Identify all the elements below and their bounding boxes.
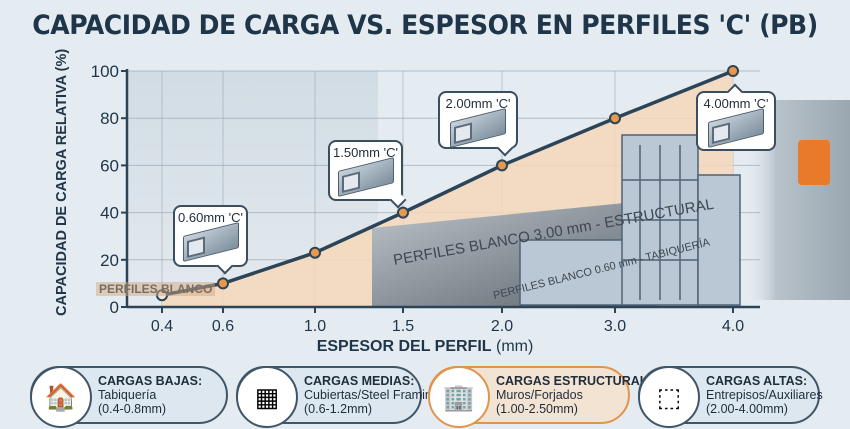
roof-solar-icon: ▦: [236, 366, 298, 428]
y-tick-label: 100: [91, 62, 119, 81]
c-profile-icon: [450, 108, 506, 148]
mezzanine-icon: ⬚: [638, 366, 700, 428]
card-range: (1.00-2.50mm): [496, 402, 578, 416]
callout-label: 2.00mm 'C': [445, 96, 511, 111]
data-point: [496, 159, 508, 172]
y-axis-label: CAPACIDAD DE CARGA RELATIVA (%): [54, 48, 70, 316]
legend-card-medium: ▦ CARGAS MEDIAS: Cubiertas/Steel Framing(…: [236, 366, 439, 428]
c-profile-icon: [182, 222, 239, 262]
x-tick-label: 2.0: [491, 318, 513, 335]
x-axis-unit: (mm): [496, 338, 534, 355]
callout-4-00mm: 4.00mm 'C': [696, 83, 776, 151]
building-frame-icon: 🏢: [428, 366, 490, 428]
y-tick-label: 40: [100, 204, 119, 223]
data-point: [217, 277, 229, 290]
card-range: (2.00-4.00mm): [706, 402, 788, 416]
brand-logo: PERFILES BLANCO: [96, 282, 216, 296]
callout-label: 4.00mm 'C': [703, 96, 769, 111]
legend-card-high: ⬚ CARGAS ALTAS: Entrepisos/Auxiliares (2.0…: [638, 366, 823, 428]
worker-figure: [798, 140, 830, 185]
card-title: CARGAS ESTRUCTURALES:: [496, 374, 669, 388]
card-range: (0.6-1.2mm): [304, 402, 373, 416]
card-title: CARGAS ALTAS:: [706, 374, 808, 388]
card-use: Tabiquería: [98, 388, 157, 402]
callout-0-60mm: 0.60mm 'C': [173, 205, 248, 275]
card-use: Muros/Forjados: [496, 388, 583, 402]
x-tick-label: 1.5: [392, 318, 414, 335]
x-tick-label: 3.0: [604, 318, 626, 335]
x-axis-label-text: ESPESOR DEL PERFIL: [316, 338, 492, 355]
data-point: [609, 112, 621, 125]
callout-label: 0.60mm 'C': [178, 210, 243, 225]
data-point: [727, 65, 739, 77]
x-tick-label: 0.4: [151, 318, 173, 335]
x-tick-label: 4.0: [722, 318, 744, 335]
chart-title: CAPACIDAD DE CARGA VS. ESPESOR EN PERFIL…: [32, 10, 818, 41]
card-title: CARGAS MEDIAS:: [304, 374, 415, 388]
x-tick-label: 1.0: [304, 318, 326, 335]
card-title: CARGAS BAJAS:: [98, 374, 203, 388]
legend-card-low: 🏠 CARGAS BAJAS: Tabiquería (0.4-0.8mm): [30, 366, 228, 428]
y-tick-label: 20: [100, 251, 119, 270]
x-tick-label: 0.6: [212, 318, 234, 335]
y-tick-label: 80: [100, 109, 119, 128]
house-icon: 🏠: [30, 366, 92, 428]
card-use: Cubiertas/Steel Framing: [304, 388, 439, 402]
callout-label: 1.50mm 'C': [333, 145, 398, 160]
card-range: (0.4-0.8mm): [98, 402, 167, 416]
y-tick-label: 0: [110, 298, 119, 317]
c-profile-icon: [337, 157, 394, 197]
c-profile-icon: [708, 108, 764, 148]
y-tick-label: 60: [100, 156, 119, 175]
legend-card-structural: 🏢 CARGAS ESTRUCTURALES: Muros/Forjados (1.…: [428, 366, 668, 428]
building-illustration: [519, 134, 741, 306]
data-point: [309, 246, 321, 259]
card-use: Entrepisos/Auxiliares: [706, 388, 823, 402]
callout-2-00mm: 2.00mm 'C': [438, 91, 518, 157]
callout-1-50mm: 1.50mm 'C': [328, 140, 407, 209]
x-axis-label: ESPESOR DEL PERFIL (mm): [0, 338, 850, 356]
data-point: [397, 206, 409, 219]
